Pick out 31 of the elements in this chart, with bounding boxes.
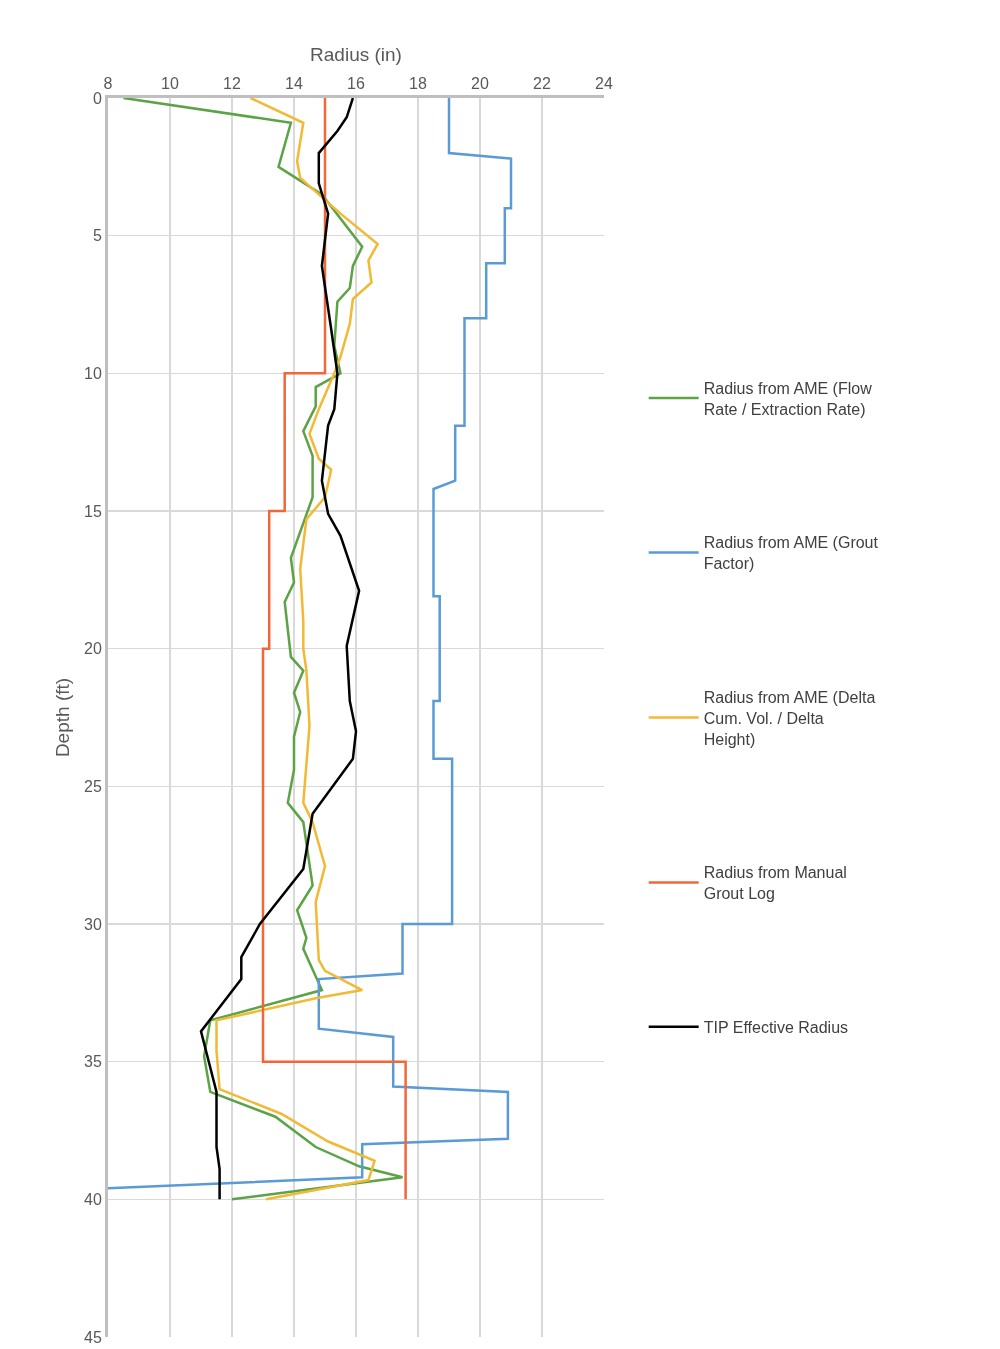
x-tick-label: 22 [533, 74, 551, 92]
x-tick-label: 24 [595, 74, 613, 92]
x-axis-title: Radius (in) [310, 44, 402, 66]
y-tick-label: 10 [84, 364, 102, 382]
line-series [215, 98, 379, 1201]
y-tick-label: 5 [92, 227, 102, 245]
x-tick-label: 14 [285, 74, 303, 92]
line-series [261, 98, 407, 1201]
x-tick-label: 16 [347, 74, 365, 92]
line-series [122, 98, 404, 1201]
legend-label: Radius from AME (Grout Factor) [703, 534, 879, 573]
y-tick-label: 0 [92, 89, 102, 107]
line-series [108, 98, 513, 1190]
legend-label: Radius from AME (Flow Rate / Extraction Rate) [703, 379, 873, 418]
x-tick-label: 18 [409, 74, 427, 92]
y-axis-title: Depth (ft) [51, 677, 73, 758]
x-tick-label: 8 [103, 74, 113, 92]
y-tick-label: 30 [84, 915, 102, 933]
y-tick-label: 45 [84, 1328, 102, 1346]
x-tick-label: 10 [161, 74, 179, 92]
y-tick-label: 40 [84, 1190, 102, 1208]
legend-label: TIP Effective Radius [703, 1018, 849, 1036]
y-tick-label: 20 [84, 640, 102, 658]
y-tick-label: 25 [84, 777, 102, 795]
legend-label: Radius from Manual Grout Log [703, 864, 847, 903]
x-tick-label: 20 [471, 74, 489, 92]
x-tick-label: 12 [223, 74, 241, 92]
y-tick-label: 35 [84, 1053, 102, 1071]
y-tick-label: 15 [84, 502, 102, 520]
line-series [199, 98, 361, 1201]
legend-label: Radius from AME (Delta Cum. Vol. / Delta Height) [703, 688, 876, 748]
